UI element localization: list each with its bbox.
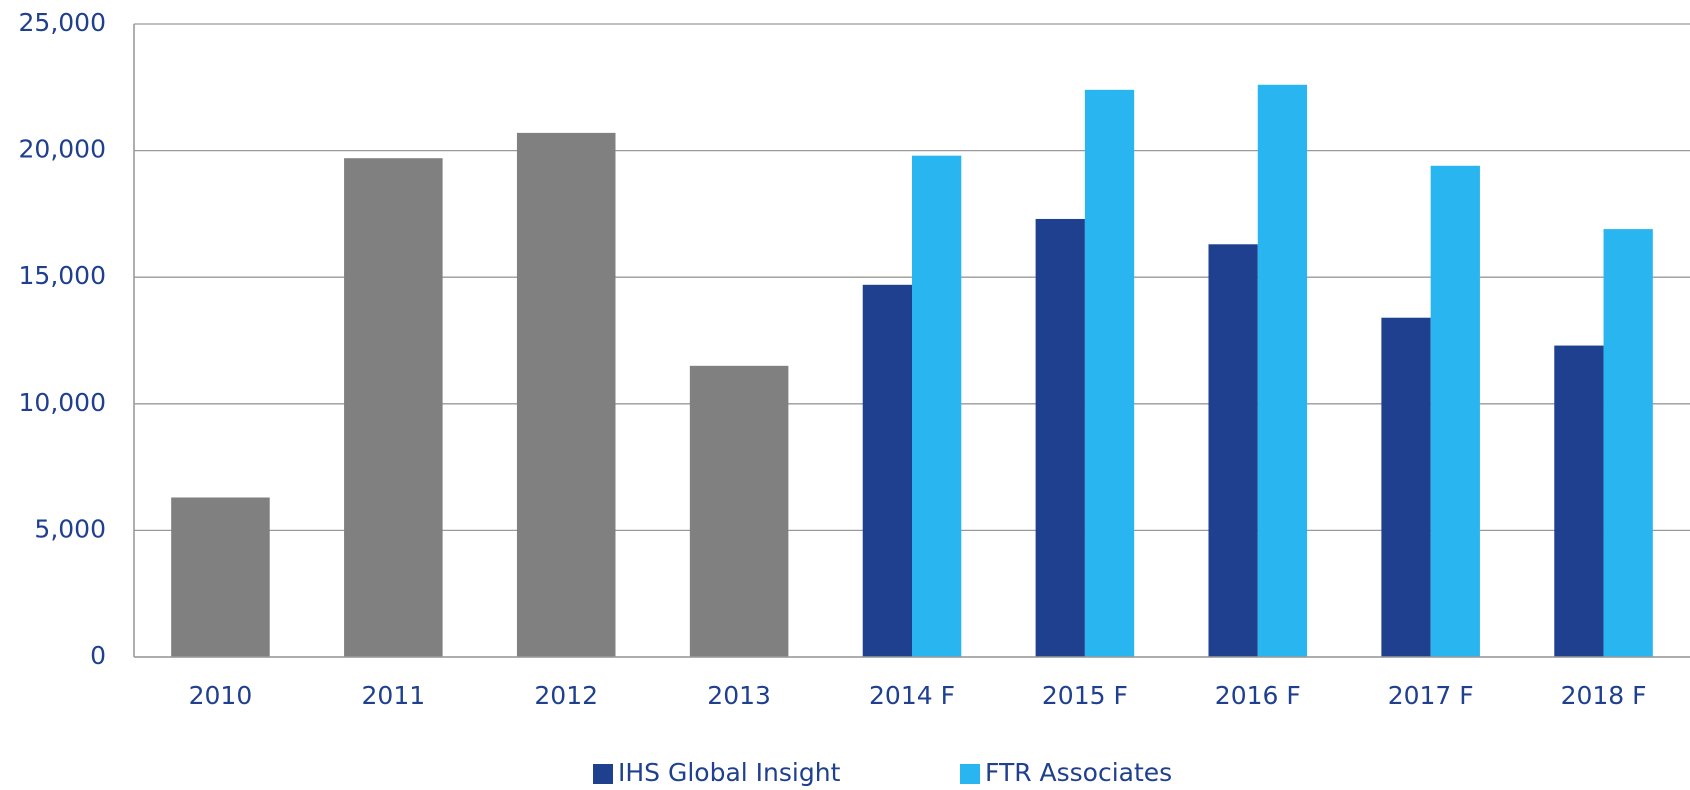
x-tick-label: 2010 (189, 681, 253, 710)
legend-swatch (960, 764, 980, 784)
y-tick-label: 5,000 (34, 514, 106, 543)
bar (1208, 244, 1258, 657)
x-tick-label: 2012 (534, 681, 598, 710)
y-tick-label: 10,000 (19, 388, 106, 417)
bar (1381, 317, 1431, 657)
x-tick-label: 2015 F (1042, 681, 1128, 710)
legend-label: FTR Associates (985, 758, 1172, 787)
x-tick-label: 2011 (362, 681, 426, 710)
x-tick-label: 2018 F (1561, 681, 1647, 710)
bar (1603, 229, 1653, 658)
bar (689, 365, 789, 657)
bar (171, 497, 270, 657)
x-tick-label: 2016 F (1215, 681, 1301, 710)
legend-swatch (593, 764, 613, 784)
bar (1257, 84, 1308, 657)
x-tick-label: 2014 F (869, 681, 955, 710)
bar (344, 158, 443, 658)
y-tick-label: 20,000 (19, 135, 106, 164)
bar (912, 155, 962, 657)
bar (1084, 89, 1135, 657)
bar (862, 284, 912, 657)
x-tick-label: 2017 F (1388, 681, 1474, 710)
x-tick-label: 2013 (707, 681, 771, 710)
bar (1035, 218, 1085, 658)
legend-label: IHS Global Insight (618, 758, 841, 787)
bar (1430, 165, 1480, 658)
y-tick-label: 15,000 (19, 261, 106, 290)
y-tick-label: 25,000 (19, 8, 106, 37)
bar (516, 132, 616, 658)
y-tick-label: 0 (90, 641, 106, 670)
bar (1554, 345, 1604, 657)
